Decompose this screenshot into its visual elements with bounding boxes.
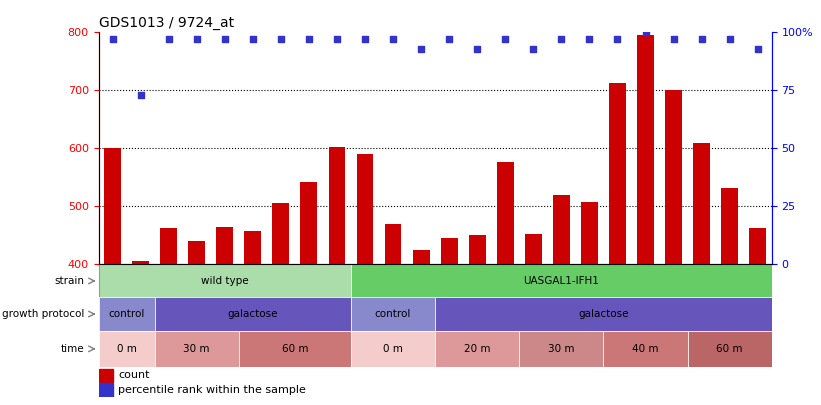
Text: growth protocol: growth protocol	[2, 309, 85, 319]
Bar	[99, 384, 112, 397]
Point	[246, 36, 259, 43]
Bar	[328, 147, 346, 264]
Point	[639, 29, 652, 36]
Bar	[469, 235, 485, 264]
Bar	[637, 35, 654, 264]
Text: 30 m: 30 m	[548, 344, 575, 354]
Point	[695, 36, 709, 43]
FancyBboxPatch shape	[99, 264, 351, 298]
Text: galactose: galactose	[227, 309, 278, 319]
Point	[527, 45, 540, 52]
Point	[611, 36, 624, 43]
Point	[162, 36, 175, 43]
Point	[498, 36, 511, 43]
Bar	[497, 162, 514, 264]
Point	[723, 36, 736, 43]
FancyBboxPatch shape	[603, 330, 687, 367]
Point	[274, 36, 287, 43]
Bar	[273, 203, 289, 264]
Text: UASGAL1-IFH1: UASGAL1-IFH1	[524, 276, 599, 286]
Point	[470, 45, 484, 52]
FancyBboxPatch shape	[99, 298, 154, 330]
Text: control: control	[108, 309, 144, 319]
Text: 0 m: 0 m	[383, 344, 403, 354]
Point	[387, 36, 400, 43]
Bar	[356, 154, 374, 264]
Bar	[132, 262, 149, 264]
Point	[190, 36, 204, 43]
Text: 60 m: 60 m	[717, 344, 743, 354]
Bar	[217, 227, 233, 264]
Bar	[721, 188, 738, 264]
Text: 30 m: 30 m	[183, 344, 210, 354]
Text: percentile rank within the sample: percentile rank within the sample	[118, 385, 306, 395]
Point	[106, 36, 119, 43]
Point	[667, 36, 680, 43]
FancyBboxPatch shape	[687, 330, 772, 367]
FancyBboxPatch shape	[519, 330, 603, 367]
Text: control: control	[375, 309, 411, 319]
FancyBboxPatch shape	[239, 330, 351, 367]
FancyBboxPatch shape	[435, 298, 772, 330]
Bar	[160, 228, 177, 264]
Point	[218, 36, 232, 43]
Bar	[553, 195, 570, 264]
Point	[302, 36, 315, 43]
Text: wild type: wild type	[201, 276, 249, 286]
Text: 20 m: 20 m	[464, 344, 490, 354]
Text: 40 m: 40 m	[632, 344, 658, 354]
Text: galactose: galactose	[578, 309, 629, 319]
Point	[555, 36, 568, 43]
Bar	[441, 238, 457, 264]
Bar	[693, 143, 710, 264]
Point	[359, 36, 372, 43]
Bar	[750, 228, 766, 264]
Text: strain: strain	[54, 276, 85, 286]
Bar	[384, 224, 401, 264]
Bar	[665, 90, 682, 264]
Bar	[104, 148, 121, 264]
Point	[330, 36, 343, 43]
Bar	[245, 231, 261, 264]
Point	[415, 45, 428, 52]
Text: 0 m: 0 m	[117, 344, 136, 354]
Bar	[300, 182, 317, 264]
Bar	[581, 202, 598, 264]
FancyBboxPatch shape	[154, 330, 239, 367]
Point	[134, 92, 147, 98]
Bar	[609, 83, 626, 264]
Text: 60 m: 60 m	[282, 344, 308, 354]
Point	[443, 36, 456, 43]
FancyBboxPatch shape	[99, 330, 154, 367]
Point	[751, 45, 764, 52]
FancyBboxPatch shape	[351, 264, 772, 298]
Bar	[525, 234, 542, 264]
Text: time: time	[61, 344, 85, 354]
Bar	[188, 241, 205, 264]
FancyBboxPatch shape	[435, 330, 519, 367]
Text: count: count	[118, 371, 149, 380]
FancyBboxPatch shape	[351, 330, 435, 367]
FancyBboxPatch shape	[351, 298, 435, 330]
Point	[583, 36, 596, 43]
Bar	[99, 369, 112, 382]
FancyBboxPatch shape	[154, 298, 351, 330]
Bar	[413, 250, 429, 264]
Text: GDS1013 / 9724_at: GDS1013 / 9724_at	[99, 16, 234, 30]
